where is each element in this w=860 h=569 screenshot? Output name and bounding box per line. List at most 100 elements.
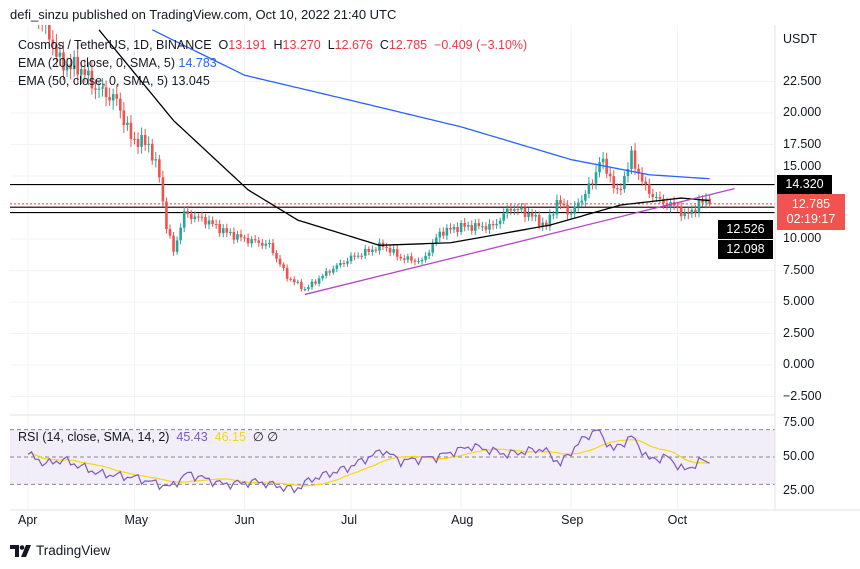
- candle-body: [545, 222, 548, 227]
- candle-body: [360, 255, 363, 257]
- candle-body: [221, 228, 225, 234]
- candle-body: [129, 122, 133, 139]
- rsi-sma-line: [27, 439, 710, 487]
- candle-body: [495, 223, 498, 226]
- candle-body: [69, 64, 72, 70]
- candle-body: [445, 227, 449, 236]
- candle-body: [172, 235, 175, 252]
- candle-body: [232, 231, 236, 240]
- candle-body: [537, 215, 541, 227]
- rsi-tick-label: 25.00: [783, 483, 815, 498]
- candle-body: [34, 0, 37, 12]
- candle-body: [133, 138, 136, 140]
- rsi-line: [27, 429, 710, 494]
- open-value: 13.191: [228, 38, 267, 52]
- candle-body: [640, 173, 644, 182]
- candle-body: [250, 239, 253, 244]
- candle-body: [76, 56, 79, 75]
- candle-body: [399, 256, 403, 259]
- candle-body: [104, 87, 108, 98]
- candle-body: [566, 205, 569, 215]
- candle-body: [41, 18, 44, 22]
- candle-body: [513, 209, 516, 211]
- candle-body: [392, 249, 395, 253]
- candle-body: [541, 222, 545, 227]
- candle-body: [491, 223, 495, 226]
- candle-body: [651, 193, 655, 197]
- rsi-sma-value: 46.15: [214, 430, 246, 444]
- high-value: 13.270: [282, 38, 321, 52]
- candle-body: [474, 223, 477, 231]
- candle-body: [601, 158, 605, 163]
- ema50-row[interactable]: EMA (50, close, 0, SMA, 5) 13.045: [18, 74, 210, 88]
- candle-body: [292, 279, 296, 283]
- change-value: −0.409 (−3.10%): [434, 38, 528, 52]
- currency-label[interactable]: USDT: [783, 32, 818, 46]
- candle-body: [261, 242, 264, 246]
- candle-body: [573, 206, 576, 214]
- rsi-legend[interactable]: RSI (14, close, SMA, 14, 2) 45.43 46.15 …: [18, 430, 279, 444]
- candle-body: [619, 188, 623, 190]
- candle-body: [395, 249, 399, 257]
- candle-body: [509, 208, 513, 211]
- close-value: 12.785: [388, 38, 428, 52]
- candle-body: [374, 249, 378, 251]
- candle-body: [179, 227, 182, 241]
- candle-body: [679, 207, 683, 217]
- candle-body: [633, 150, 637, 169]
- candle-body: [200, 216, 204, 218]
- candle-body: [204, 217, 207, 225]
- candle-body: [97, 88, 101, 90]
- candle-body: [598, 162, 601, 173]
- candle-body: [296, 281, 300, 283]
- candle-body: [463, 222, 466, 227]
- candle-body: [310, 281, 314, 288]
- candle-body: [413, 260, 417, 262]
- candle-body: [385, 246, 388, 248]
- candle-body: [378, 242, 381, 251]
- tradingview-logo[interactable]: TradingView: [10, 543, 110, 558]
- price-tag: 12.785 02:19:17: [777, 194, 845, 230]
- candle-body: [147, 143, 150, 145]
- candle-body: [608, 173, 612, 177]
- candle-body: [417, 261, 420, 263]
- candle-body: [449, 227, 452, 230]
- candle-body: [697, 199, 701, 213]
- candle-body: [136, 138, 140, 147]
- candle-body: [591, 183, 594, 185]
- candle-body: [342, 263, 346, 265]
- candle-body: [683, 212, 687, 217]
- time-tick-label: Aug: [451, 513, 474, 527]
- candle-body: [498, 220, 502, 224]
- candle-body: [363, 248, 367, 256]
- ema200-row[interactable]: EMA (200, close, 0, SMA, 5) 14.783: [18, 56, 217, 70]
- candle-body: [175, 240, 179, 252]
- candle-body: [434, 237, 438, 244]
- low-value: 12.676: [334, 38, 373, 52]
- bar-countdown: 02:19:17: [786, 212, 836, 226]
- candle-body: [626, 169, 630, 177]
- candle-body: [190, 213, 193, 220]
- candle-body: [154, 159, 158, 161]
- candle-body: [594, 172, 598, 184]
- candle-body: [459, 222, 463, 233]
- candle-body: [314, 281, 317, 284]
- candle-body: [356, 255, 360, 257]
- candle-body: [289, 278, 292, 280]
- published-by: defi_sinzu published on TradingView.com,…: [10, 7, 397, 22]
- candle-body: [346, 261, 349, 264]
- candle-body: [576, 202, 580, 207]
- indicator-lines: [98, 29, 735, 296]
- candle-body: [268, 242, 271, 244]
- horizontal-levels: [10, 183, 775, 214]
- current-price: 12.785: [791, 197, 831, 211]
- price-tick-label: 20.000: [783, 105, 822, 119]
- candle-body: [456, 227, 459, 233]
- price-tick-label: −2.500: [783, 388, 822, 403]
- candle-body: [275, 253, 278, 259]
- candle-body: [420, 259, 424, 262]
- candle-body: [410, 256, 413, 261]
- candle-body: [58, 52, 62, 57]
- candle-body: [186, 211, 190, 214]
